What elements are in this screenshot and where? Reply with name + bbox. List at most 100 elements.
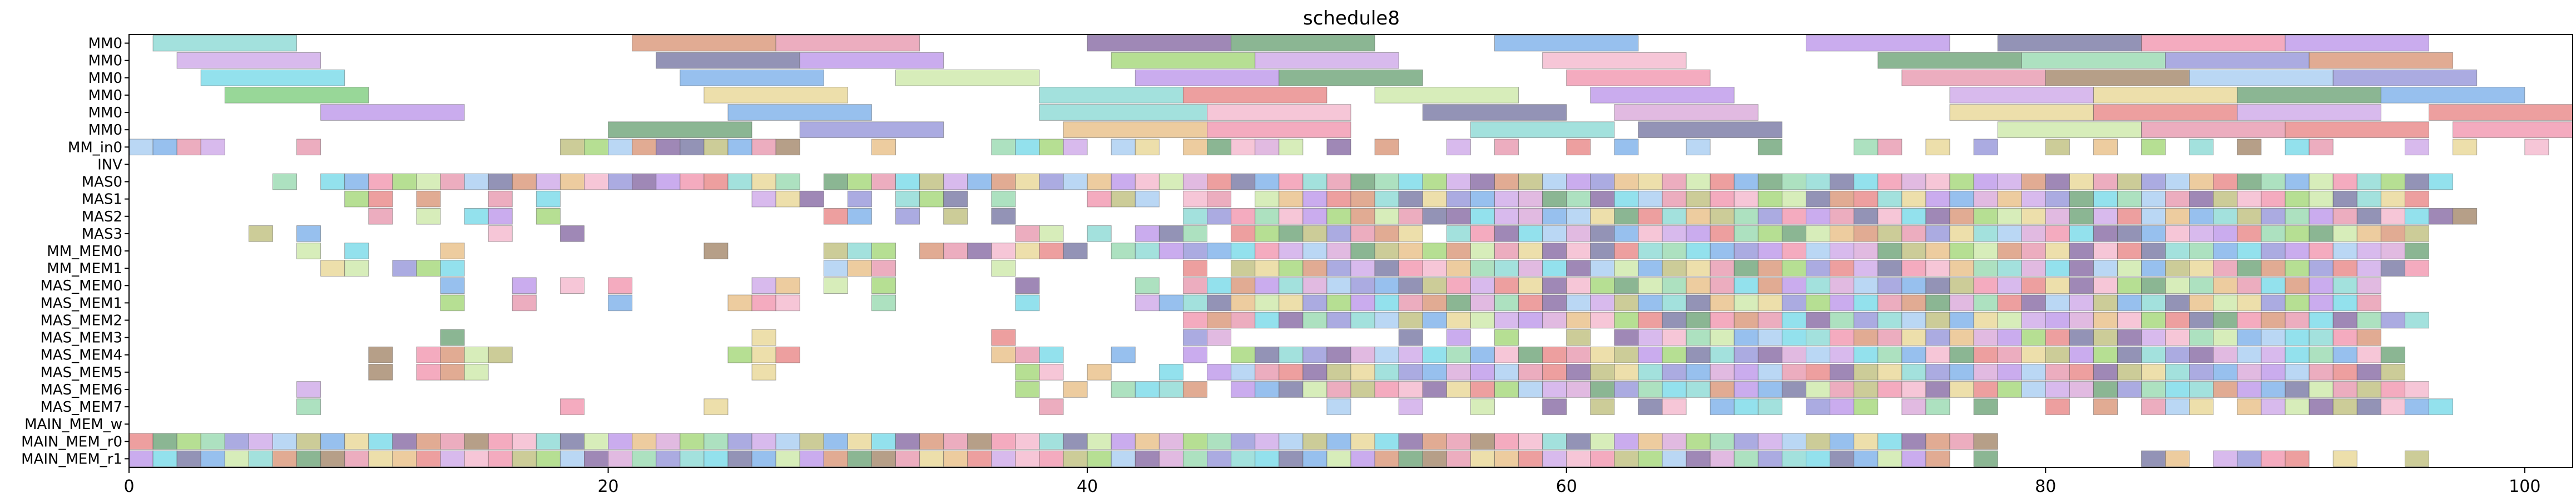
task-bar xyxy=(368,346,393,363)
task-bar xyxy=(1830,225,1855,242)
task-bar xyxy=(1638,312,1663,329)
task-bar xyxy=(2117,173,2142,190)
task-bar xyxy=(1830,381,1855,398)
task-bar xyxy=(2356,364,2381,381)
task-bar xyxy=(1638,277,1663,294)
task-bar xyxy=(1877,173,1903,190)
task-bar xyxy=(1710,277,1735,294)
task-bar xyxy=(2356,243,2381,259)
task-bar xyxy=(1757,173,1782,190)
task-bar xyxy=(1518,243,1543,259)
task-bar xyxy=(1901,294,1926,312)
task-bar xyxy=(2045,346,2070,363)
task-bar xyxy=(2141,190,2166,208)
task-bar xyxy=(1231,173,1256,190)
task-bar xyxy=(1326,243,1351,259)
task-bar xyxy=(1039,450,1064,467)
task-bar xyxy=(416,173,441,190)
task-bar xyxy=(1279,208,1304,225)
task-bar xyxy=(1182,277,1208,294)
task-bar xyxy=(727,104,872,121)
task-bar xyxy=(1901,329,1926,346)
task-bar xyxy=(608,121,752,138)
task-bar xyxy=(2021,312,2046,329)
task-bar xyxy=(1255,312,1280,329)
task-bar xyxy=(1901,381,1926,398)
task-bar xyxy=(1997,34,2142,52)
task-bar xyxy=(1662,312,1687,329)
task-bar xyxy=(2213,381,2238,398)
task-bar xyxy=(2261,225,2286,242)
task-bar xyxy=(1757,364,1782,381)
task-bar xyxy=(1398,225,1423,242)
task-bar xyxy=(1422,312,1447,329)
task-bar xyxy=(2332,364,2357,381)
task-bar xyxy=(1997,329,2022,346)
task-bar xyxy=(847,260,872,277)
task-bar xyxy=(1326,260,1351,277)
task-bar xyxy=(2237,346,2262,363)
task-bar xyxy=(1949,312,1974,329)
task-bar xyxy=(1350,294,1375,312)
task-bar xyxy=(1901,398,1926,415)
task-bar xyxy=(2213,294,2238,312)
task-bar xyxy=(559,173,584,190)
task-bar xyxy=(1614,277,1639,294)
task-bar xyxy=(1638,329,1663,346)
task-bar xyxy=(1135,433,1160,450)
task-bar xyxy=(1901,277,1926,294)
task-bar xyxy=(1063,433,1088,450)
task-bar xyxy=(1614,190,1639,208)
task-bar xyxy=(2069,208,2094,225)
task-bar xyxy=(1805,398,1831,415)
task-bar xyxy=(2453,139,2478,156)
task-bar xyxy=(1398,433,1423,450)
task-bar xyxy=(1710,243,1735,259)
task-bar xyxy=(1781,312,1806,329)
task-bar xyxy=(1398,190,1423,208)
task-bar xyxy=(1638,433,1663,450)
task-bar xyxy=(1279,139,1304,156)
row-label: MM0 xyxy=(88,122,122,139)
task-bar xyxy=(1830,346,1855,363)
task-bar xyxy=(1614,139,1639,156)
task-bar xyxy=(464,364,489,381)
task-bar xyxy=(1805,277,1831,294)
task-bar xyxy=(1398,208,1423,225)
task-bar xyxy=(1877,243,1903,259)
task-bar xyxy=(1733,433,1758,450)
task-bar xyxy=(2189,243,2214,259)
row-label: MAIN_MEM_w xyxy=(24,416,122,433)
task-bar xyxy=(392,433,417,450)
task-bar xyxy=(608,173,633,190)
task-bar xyxy=(1111,139,1136,156)
task-bar xyxy=(440,243,465,259)
task-bar xyxy=(943,208,968,225)
task-bar xyxy=(1733,260,1758,277)
task-bar xyxy=(2380,346,2405,363)
task-bar xyxy=(1854,190,1879,208)
task-bar xyxy=(1542,208,1567,225)
task-bar xyxy=(2261,398,2286,415)
task-bar xyxy=(2261,260,2286,277)
task-bar xyxy=(2261,329,2286,346)
task-bar xyxy=(1781,364,1806,381)
task-bar xyxy=(1446,243,1471,259)
task-bar xyxy=(2165,190,2190,208)
task-bar xyxy=(704,87,848,103)
task-bar xyxy=(2117,294,2142,312)
task-bar xyxy=(1686,139,1711,156)
task-bar xyxy=(2117,190,2142,208)
task-bar xyxy=(1231,139,1256,156)
task-bar xyxy=(1470,260,1495,277)
task-bar xyxy=(2237,225,2262,242)
task-bar xyxy=(1854,381,1879,398)
task-bar xyxy=(1997,121,2142,138)
task-bar xyxy=(1733,381,1758,398)
task-bar xyxy=(1686,312,1711,329)
task-bar xyxy=(2189,225,2214,242)
task-bar xyxy=(2189,329,2214,346)
task-bar xyxy=(1973,398,1998,415)
task-bar xyxy=(1686,450,1711,467)
task-bar xyxy=(751,346,776,363)
